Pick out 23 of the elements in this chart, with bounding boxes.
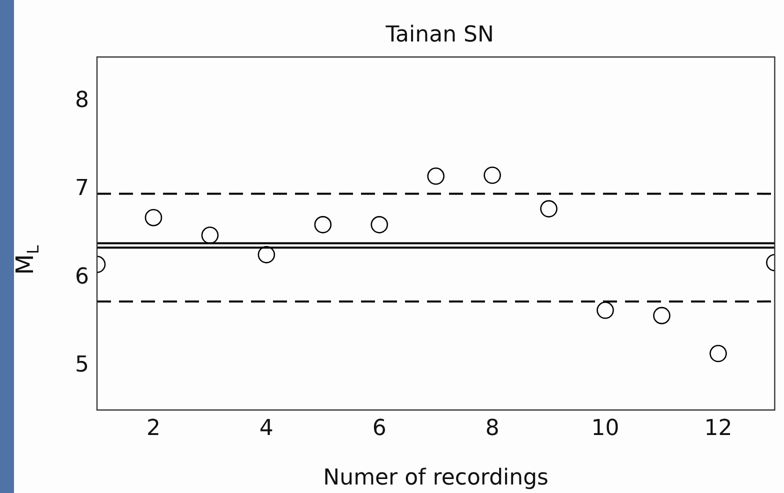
y-tick-label: 5 (75, 352, 89, 378)
point (258, 246, 276, 264)
point (201, 226, 219, 244)
x-tick-label: 12 (704, 416, 732, 441)
x-axis-title: Numer of recordings (323, 466, 549, 491)
x-tick-label: 6 (372, 416, 386, 441)
x-tick-label: 8 (485, 416, 500, 441)
x-tick-label: 4 (259, 416, 274, 441)
point (427, 167, 444, 185)
chart-title: Tainan SN (384, 22, 494, 48)
point (144, 208, 162, 226)
point (540, 200, 558, 218)
point (596, 302, 614, 319)
point (314, 216, 332, 234)
point (484, 166, 501, 184)
point (370, 216, 388, 234)
point (710, 344, 727, 362)
x-tick-label: 2 (146, 416, 160, 441)
y-tick-label: 7 (75, 176, 89, 202)
y-tick-label: 6 (75, 264, 89, 290)
x-tick-label: 10 (591, 416, 620, 441)
y-tick-label: 8 (75, 88, 89, 113)
point (653, 306, 670, 324)
